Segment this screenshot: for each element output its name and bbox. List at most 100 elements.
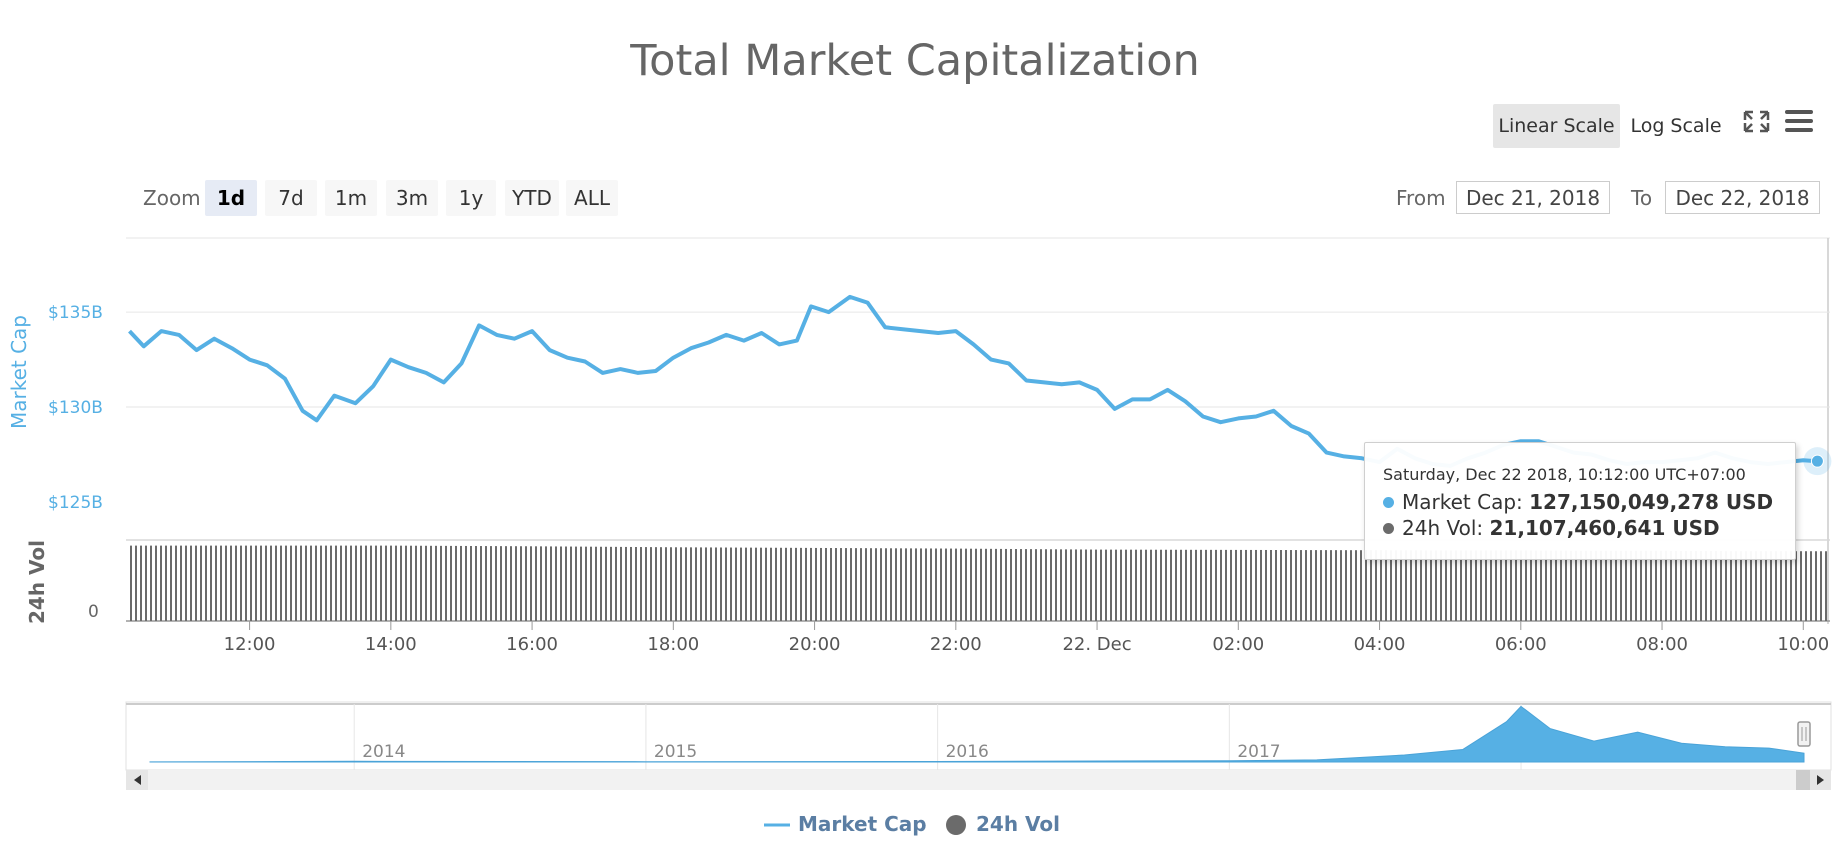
- to-label: To: [1631, 186, 1653, 210]
- volume-bar: [1645, 550, 1647, 621]
- volume-bar: [870, 548, 872, 621]
- volume-bar: [1595, 550, 1597, 621]
- scrollbar-track[interactable]: [126, 770, 1831, 790]
- scrollbar-thumb[interactable]: [1796, 770, 1810, 790]
- y-tick-label: $135B: [48, 303, 103, 323]
- volume-bar: [1610, 550, 1612, 621]
- volume-bar: [1270, 549, 1272, 621]
- x-tick-label: 20:00: [789, 634, 841, 655]
- volume-bar: [185, 545, 187, 621]
- volume-bar: [1735, 551, 1737, 621]
- tooltip-market-cap-value: 127,150,049,278 USD: [1529, 490, 1774, 514]
- volume-bar: [1055, 549, 1057, 621]
- volume-bar: [880, 548, 882, 621]
- volume-bar: [415, 545, 417, 621]
- volume-bar: [1795, 551, 1797, 621]
- volume-bar: [900, 548, 902, 621]
- market-cap-line: [128, 294, 1818, 468]
- volume-bar: [485, 546, 487, 621]
- volume-bar: [1170, 549, 1172, 621]
- y2-tick-label: 0: [88, 602, 99, 622]
- hamburger-menu-icon[interactable]: [1785, 110, 1813, 132]
- volume-bar: [1470, 550, 1472, 621]
- fullscreen-icon[interactable]: [1743, 110, 1770, 133]
- navigator-year-label: 2014: [362, 742, 405, 762]
- volume-bar: [545, 546, 547, 621]
- volume-bar: [1075, 549, 1077, 621]
- navigator-unselected: [126, 702, 1804, 770]
- volume-bar: [860, 548, 862, 621]
- volume-bar: [325, 545, 327, 621]
- volume-bar: [1720, 551, 1722, 621]
- volume-bar: [395, 545, 397, 621]
- legend-market-cap[interactable]: Market Cap: [798, 812, 927, 836]
- volume-bar: [1215, 549, 1217, 621]
- volume-bar: [445, 545, 447, 621]
- volume-bar: [930, 548, 932, 621]
- volume-bar: [315, 545, 317, 621]
- volume-bar: [215, 545, 217, 621]
- volume-bar: [235, 545, 237, 621]
- volume-bar: [1070, 549, 1072, 621]
- volume-bar: [1095, 549, 1097, 621]
- volume-bar: [1355, 550, 1357, 621]
- zoom-ytd-button[interactable]: YTD: [505, 180, 559, 216]
- volume-bar: [925, 548, 927, 621]
- volume-bar: [1290, 550, 1292, 621]
- volume-bar: [1660, 550, 1662, 621]
- volume-bar: [1150, 549, 1152, 621]
- y-tick-label: $125B: [48, 493, 103, 513]
- volume-bar: [1415, 550, 1417, 621]
- navigator-handle[interactable]: [1797, 721, 1811, 747]
- volume-bar: [580, 546, 582, 621]
- volume-bar: [770, 547, 772, 621]
- volume-bar: [175, 545, 177, 621]
- volume-bar: [680, 547, 682, 621]
- volume-bar: [615, 546, 617, 621]
- volume-bar: [260, 545, 262, 621]
- volume-bar: [1520, 550, 1522, 621]
- volume-bar: [420, 545, 422, 621]
- linear-scale-button[interactable]: Linear Scale: [1493, 104, 1620, 148]
- volume-bar: [1485, 550, 1487, 621]
- x-tick-label: 10:00: [1777, 634, 1829, 655]
- zoom-1m-button[interactable]: 1m: [325, 180, 377, 216]
- volume-bar: [1025, 549, 1027, 621]
- volume-bar: [1550, 550, 1552, 621]
- volume-bar: [575, 546, 577, 621]
- volume-bar: [1615, 550, 1617, 621]
- volume-bar: [1260, 549, 1262, 621]
- volume-bar: [150, 545, 152, 621]
- volume-bar: [560, 546, 562, 621]
- zoom-3m-button[interactable]: 3m: [386, 180, 438, 216]
- volume-bar: [1375, 550, 1377, 621]
- volume-bar: [405, 545, 407, 621]
- volume-bar: [630, 546, 632, 621]
- tooltip-volume-dot: [1383, 523, 1394, 534]
- to-date-input[interactable]: Dec 22, 2018: [1665, 181, 1820, 214]
- volume-bar: [1770, 551, 1772, 621]
- volume-bar: [1465, 550, 1467, 621]
- volume-bar: [1035, 549, 1037, 621]
- volume-bar: [875, 548, 877, 621]
- volume-bar: [1785, 551, 1787, 621]
- volume-bar: [1310, 550, 1312, 621]
- volume-bar: [1620, 550, 1622, 621]
- volume-bar: [1115, 549, 1117, 621]
- legend-volume[interactable]: 24h Vol: [976, 812, 1061, 836]
- volume-bar: [1210, 549, 1212, 621]
- log-scale-button[interactable]: Log Scale: [1630, 115, 1722, 137]
- volume-bar: [1100, 549, 1102, 621]
- from-date-input[interactable]: Dec 21, 2018: [1456, 181, 1610, 214]
- zoom-all-button[interactable]: ALL: [566, 180, 618, 216]
- volume-bar: [825, 547, 827, 621]
- volume-bar: [1625, 550, 1627, 621]
- navigator-year-label: 2016: [946, 742, 989, 762]
- zoom-7d-button[interactable]: 7d: [265, 180, 317, 216]
- volume-bar: [940, 548, 942, 621]
- volume-bar: [1590, 550, 1592, 621]
- volume-bar: [1825, 551, 1827, 621]
- x-tick-label: 06:00: [1495, 634, 1547, 655]
- zoom-1y-button[interactable]: 1y: [446, 180, 496, 216]
- zoom-1d-button[interactable]: 1d: [205, 180, 257, 216]
